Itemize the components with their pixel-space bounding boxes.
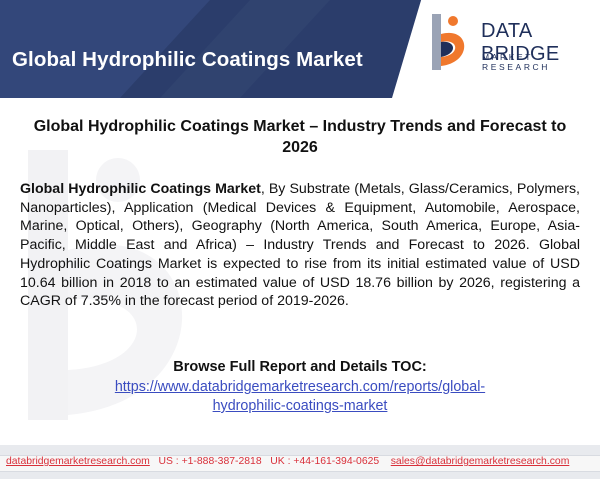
logo-name: DATA BRIDGE — [481, 20, 560, 65]
report-link[interactable]: https://www.databridgemarketresearch.com… — [114, 379, 486, 414]
footer-email-link[interactable]: sales@databridgemarketresearch.com — [390, 456, 570, 467]
paragraph-body: , By Substrate (Metals, Glass/Ceramics, … — [20, 181, 580, 310]
toc-label: Browse Full Report and Details TOC: — [173, 359, 427, 375]
document-heading: Global Hydrophilic Coatings Market – Ind… — [33, 118, 567, 156]
footer-website-link[interactable]: databridgemarketresearch.com — [6, 456, 150, 467]
paragraph-lead: Global Hydrophilic Coatings Market — [20, 181, 261, 197]
footer-bar — [0, 455, 600, 472]
data-bridge-logo-icon — [432, 14, 465, 70]
document-paragraph: Global Hydrophilic Coatings Market, By S… — [20, 180, 580, 311]
logo-panel — [392, 0, 600, 98]
banner-stripe-decoration — [0, 0, 330, 98]
footer-uk-phone: UK : +44-161-394-0625 — [270, 456, 380, 467]
logo-subtitle: MARKET RESEARCH — [482, 52, 551, 72]
watermark-logo-icon — [28, 150, 183, 420]
footer-contacts: databridgemarketresearch.com US : +1-888… — [6, 456, 600, 467]
banner-title: Global Hydrophilic Coatings Market — [12, 48, 363, 71]
footer-us-phone: US : +1-888-387-2818 — [158, 456, 262, 467]
